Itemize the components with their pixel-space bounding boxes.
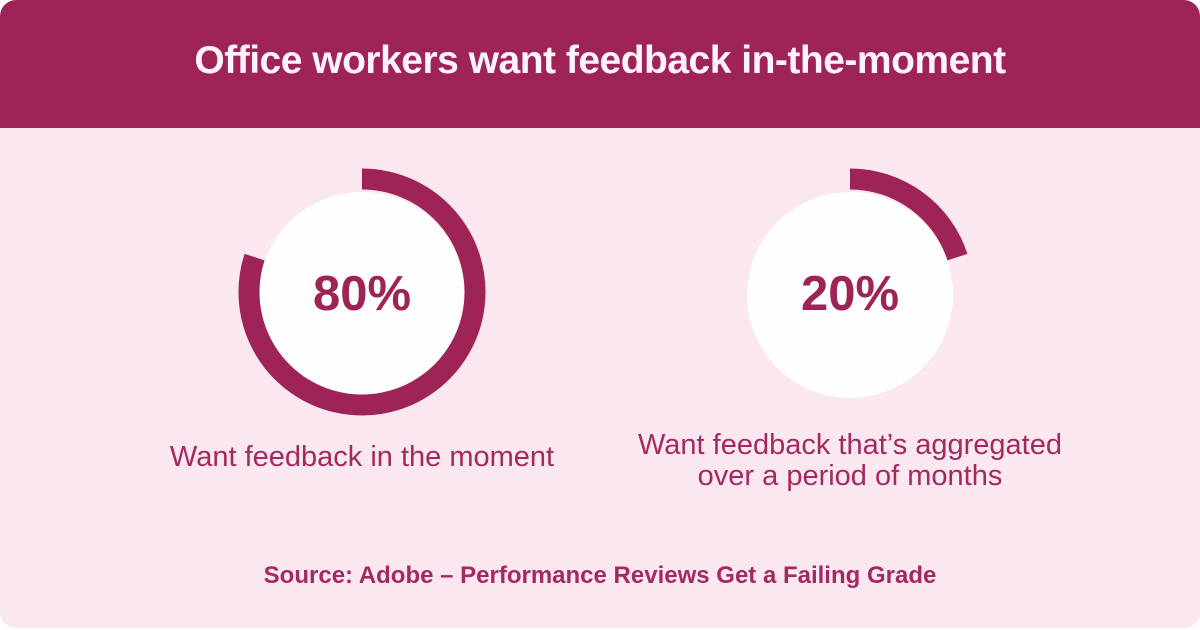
page-title: Office workers want feedback in-the-mome… (194, 39, 1006, 82)
percent-label-right: 20% (800, 267, 900, 321)
percent-label-left: 80% (312, 267, 412, 321)
donut-chart-right (747, 168, 968, 398)
header-banner: Office workers want feedback in-the-mome… (0, 0, 1200, 128)
donut-chart-left (238, 168, 486, 416)
donut-hole-circle (747, 192, 953, 398)
donut-arc-80 (238, 168, 486, 416)
caption-right: Want feedback that’s aggregated over a p… (637, 429, 1062, 492)
donut-arc-20 (849, 168, 968, 261)
source-text: Source: Adobe – Performance Reviews Get … (263, 562, 937, 589)
caption-left: Want feedback in the moment (169, 441, 555, 473)
donut-hole-circle (259, 192, 465, 398)
